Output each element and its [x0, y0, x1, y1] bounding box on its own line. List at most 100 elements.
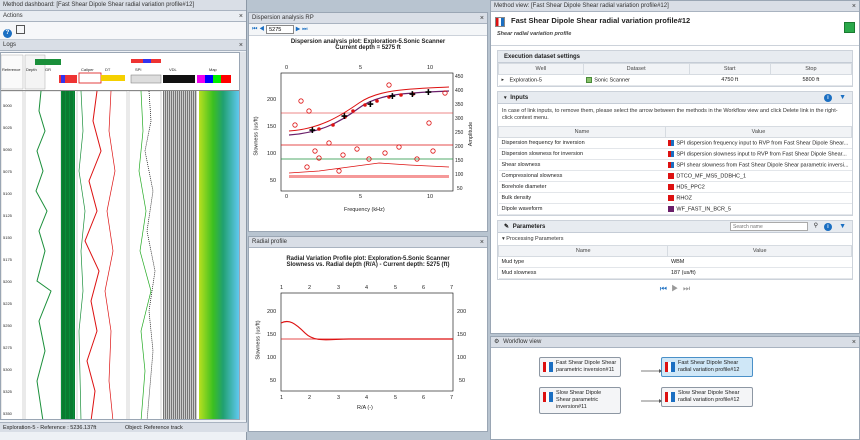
dashboard-title: Method dashboard: [Fast Shear Dipole She…	[3, 2, 195, 8]
curve-icon	[668, 183, 675, 190]
depth-tick: 5325	[3, 389, 12, 394]
input-value[interactable]: WF_FAST_IN_BCR_5	[676, 206, 732, 213]
help-icon[interactable]: ?	[3, 29, 12, 38]
filter-icon[interactable]: ▼	[839, 94, 846, 101]
radial-y-tick: 100	[267, 355, 277, 361]
radial-x-tick: 1	[280, 395, 284, 401]
link-icon	[668, 150, 675, 157]
input-name: Borehole diameter	[498, 181, 666, 193]
search-icon[interactable]: ⚲	[813, 223, 818, 229]
params-section: ✎ Parameters ⚲ i ▼ ▾ Processing Paramete…	[497, 220, 853, 280]
input-value[interactable]: HD5_PPC2	[676, 184, 705, 191]
collapse-icon[interactable]: ▾	[504, 95, 507, 101]
svg-text:✚: ✚	[389, 92, 396, 101]
proc-params-label: Processing Parameters	[506, 236, 564, 242]
last-method-icon[interactable]: ⏭	[683, 284, 691, 293]
table-row[interactable]: Mud type WBM	[498, 256, 852, 268]
workflow-panel: ⚙ Workflow view × Fast Shear Dipole Shea…	[490, 336, 860, 440]
workflow-node-slow-rvp[interactable]: Slow Shear Dipole Shear radial variation…	[661, 387, 753, 407]
first-method-icon[interactable]: ⏮	[659, 284, 667, 293]
track-label: GR	[45, 67, 51, 72]
actions-toolbar: ?	[0, 22, 246, 40]
wrench-icon: ✎	[504, 224, 510, 230]
last-icon[interactable]: ⏭	[302, 26, 308, 33]
method-header: Fast Shear Dipole Shear radial variation…	[491, 12, 859, 46]
dispersion-x-tick: 10	[427, 194, 434, 200]
input-value[interactable]: SPI shear slowness from Fast Shear Dipol…	[676, 162, 849, 169]
param-value[interactable]: 187 (us/ft)	[667, 267, 852, 279]
waveform-icon	[668, 205, 675, 212]
workflow-node-fast-rvp[interactable]: Fast Shear Dipole Shear radial variation…	[661, 357, 753, 377]
method-dashboard: Method dashboard: [Fast Shear Dipole She…	[0, 0, 247, 440]
input-value[interactable]: RHOZ	[676, 195, 692, 202]
search-input[interactable]	[730, 222, 808, 231]
expand-icon[interactable]: ▸	[501, 76, 505, 83]
dispersion-panel: Dispersion analysis RP × ⏮ ◀ ▶ ⏭ Dispers…	[248, 12, 488, 232]
radial-x-tick: 4	[365, 395, 369, 401]
log-header-graphics	[1, 54, 231, 90]
exec-dataset: Sonic Scanner	[594, 77, 630, 84]
filter-icon[interactable]: ▼	[839, 223, 846, 230]
exec-start[interactable]: 4750 ft	[689, 74, 771, 86]
log-view[interactable]: Reference Depth GR Caliper DT SPI VDL Ma…	[0, 52, 240, 420]
exec-stop[interactable]: 5800 ft	[770, 74, 852, 86]
proc-params-group[interactable]: ▾ Processing Parameters	[498, 233, 852, 245]
close-icon[interactable]: ×	[238, 13, 243, 20]
close-icon[interactable]: ×	[851, 339, 856, 346]
workflow-node-fast-inversion[interactable]: Fast Shear Dipole Shear parametric inver…	[539, 357, 621, 377]
method-subheading: Shear radial variation profile	[497, 31, 572, 37]
close-icon[interactable]: ×	[479, 239, 484, 246]
next-icon[interactable]: ▶	[295, 26, 301, 33]
table-row[interactable]: Shear slowness SPI shear slowness from Fa…	[498, 159, 852, 171]
input-value[interactable]: SPI dispersion frequency input to RVP fr…	[676, 140, 849, 147]
close-icon[interactable]: ×	[479, 15, 484, 22]
params-title: Parameters	[512, 224, 546, 230]
status-right: Object: Reference track	[125, 425, 183, 431]
radial-x-tick-top: 1	[280, 285, 284, 291]
track-label: Caliper	[81, 67, 94, 72]
track-label: Depth	[26, 67, 37, 72]
radial-ylabel: Slowness (us/ft)	[255, 320, 262, 360]
table-row[interactable]: Bulk density RHOZ	[498, 192, 852, 204]
dispersion-y-tick-left: 150	[267, 124, 277, 130]
track-label: VDL	[169, 67, 177, 72]
inputs-title: Inputs	[510, 95, 529, 101]
table-row[interactable]: Compressional slowness DTCO_MF_MS5_DDBHC_…	[498, 170, 852, 182]
radial-y-tick-right: 150	[457, 332, 467, 338]
input-name: Bulk density	[498, 192, 666, 204]
table-row[interactable]: Mud slowness 187 (us/ft)	[498, 267, 852, 279]
radial-title-2: Slowness vs. Radial depth (R/A) - Curren…	[286, 262, 450, 268]
inputs-header-value: Value	[664, 126, 853, 138]
table-row[interactable]: Dipole waveform WF_FAST_IN_BCR_5	[498, 203, 852, 215]
play-icon[interactable]: ▶	[671, 284, 679, 293]
table-row[interactable]: ▸ Exploration-5 Sonic Scanner 4750 ft 580…	[498, 74, 852, 86]
method-nav: ⏮ ▶ ⏭	[491, 284, 859, 294]
close-icon[interactable]: ×	[238, 42, 243, 49]
param-value[interactable]: WBM	[667, 256, 852, 268]
track-label: Reference	[2, 67, 21, 72]
zoom-icon[interactable]	[15, 25, 25, 34]
param-name: Mud type	[498, 256, 668, 268]
radial-y-tick: 200	[267, 309, 277, 315]
close-icon[interactable]: ×	[851, 3, 856, 10]
collapse-icon[interactable]: ▾	[502, 236, 505, 242]
depth-input[interactable]	[266, 25, 295, 34]
depth-tick: 5275	[3, 345, 12, 350]
log-scrollbar[interactable]	[240, 52, 246, 420]
node-label: Fast Shear Dipole Shear radial variation…	[678, 360, 740, 373]
input-value[interactable]: SPI dispersion slowness input to RVP fro…	[676, 151, 847, 158]
first-icon[interactable]: ⏮	[252, 26, 258, 33]
table-row[interactable]: Borehole diameter HD5_PPC2	[498, 181, 852, 193]
run-icon[interactable]	[844, 22, 855, 33]
radial-x-tick-top: 7	[450, 285, 454, 291]
info-icon[interactable]: i	[824, 94, 832, 102]
workflow-node-slow-inversion[interactable]: Slow Shear Dipole Shear parametric inver…	[539, 387, 621, 414]
exec-header: Start	[688, 63, 771, 75]
table-row[interactable]: Dispersion slowness for inversion SPI dis…	[498, 148, 852, 160]
input-value[interactable]: DTCO_MF_MS5_DDBHC_1	[676, 173, 747, 180]
params-header-name: Name	[497, 245, 669, 257]
table-row[interactable]: Dispersion frequency for inversion SPI di…	[498, 137, 852, 149]
svg-text:✚: ✚	[409, 90, 416, 99]
info-icon[interactable]: i	[824, 223, 832, 231]
prev-icon[interactable]: ◀	[259, 26, 265, 33]
